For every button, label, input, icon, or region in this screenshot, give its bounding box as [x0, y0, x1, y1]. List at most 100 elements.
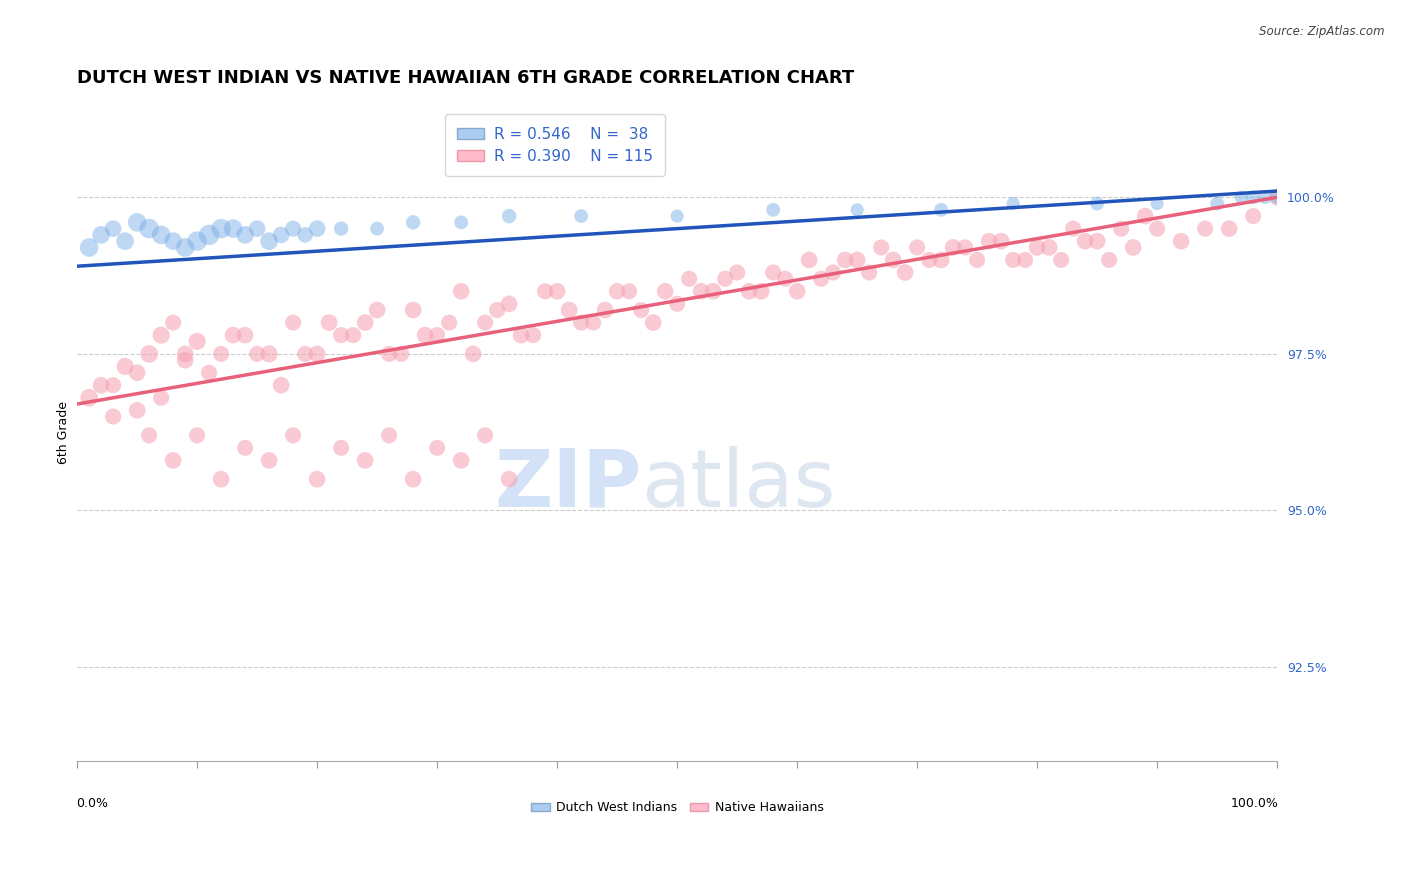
- Point: [498, 297, 520, 311]
- Point: [402, 215, 425, 229]
- Point: [966, 252, 988, 267]
- Point: [823, 265, 845, 279]
- Point: [534, 285, 557, 299]
- Point: [426, 328, 449, 343]
- Point: [150, 227, 173, 242]
- Point: [138, 221, 160, 235]
- Point: [498, 209, 520, 223]
- Point: [138, 347, 160, 361]
- Point: [942, 240, 965, 254]
- Point: [354, 453, 377, 467]
- Point: [101, 409, 124, 424]
- Point: [1002, 252, 1025, 267]
- Point: [150, 391, 173, 405]
- Point: [522, 328, 544, 343]
- Point: [307, 221, 329, 235]
- Point: [186, 234, 208, 248]
- Point: [209, 221, 232, 235]
- Point: [894, 265, 917, 279]
- Point: [486, 303, 509, 318]
- Point: [1026, 240, 1049, 254]
- Point: [450, 215, 472, 229]
- Point: [1218, 221, 1240, 235]
- Point: [1050, 252, 1073, 267]
- Point: [402, 472, 425, 486]
- Point: [1122, 240, 1144, 254]
- Point: [186, 428, 208, 442]
- Point: [257, 234, 280, 248]
- Point: [725, 265, 748, 279]
- Point: [186, 334, 208, 349]
- Point: [1133, 209, 1156, 223]
- Point: [101, 221, 124, 235]
- Y-axis label: 6th Grade: 6th Grade: [58, 401, 70, 464]
- Point: [510, 328, 533, 343]
- Point: [270, 227, 292, 242]
- Point: [77, 391, 100, 405]
- Point: [450, 285, 472, 299]
- Text: Source: ZipAtlas.com: Source: ZipAtlas.com: [1260, 25, 1385, 38]
- Point: [162, 316, 184, 330]
- Point: [209, 347, 232, 361]
- Point: [738, 285, 761, 299]
- Point: [378, 347, 401, 361]
- Text: atlas: atlas: [641, 446, 835, 524]
- Point: [281, 428, 304, 442]
- Point: [1230, 190, 1253, 204]
- Point: [569, 209, 592, 223]
- Text: ZIP: ZIP: [494, 446, 641, 524]
- Point: [330, 328, 353, 343]
- Point: [281, 316, 304, 330]
- Point: [749, 285, 772, 299]
- Point: [546, 285, 568, 299]
- Point: [1146, 221, 1168, 235]
- Point: [1014, 252, 1036, 267]
- Point: [198, 227, 221, 242]
- Point: [366, 221, 388, 235]
- Point: [882, 252, 904, 267]
- Point: [846, 202, 869, 217]
- Point: [1265, 190, 1288, 204]
- Point: [1098, 252, 1121, 267]
- Point: [127, 403, 149, 417]
- Point: [257, 347, 280, 361]
- Text: 0.0%: 0.0%: [76, 797, 108, 810]
- Point: [233, 328, 256, 343]
- Point: [174, 353, 197, 368]
- Point: [1254, 190, 1277, 204]
- Point: [1085, 234, 1108, 248]
- Point: [1170, 234, 1192, 248]
- Point: [1265, 190, 1288, 204]
- Point: [270, 378, 292, 392]
- Point: [330, 221, 353, 235]
- Point: [858, 265, 880, 279]
- Point: [1085, 196, 1108, 211]
- Point: [294, 227, 316, 242]
- Point: [463, 347, 485, 361]
- Point: [402, 303, 425, 318]
- Point: [246, 347, 269, 361]
- Point: [222, 221, 245, 235]
- Point: [643, 316, 665, 330]
- Point: [77, 240, 100, 254]
- Point: [870, 240, 893, 254]
- Point: [366, 303, 388, 318]
- Point: [690, 285, 713, 299]
- Point: [450, 453, 472, 467]
- Point: [773, 271, 796, 285]
- Point: [198, 366, 221, 380]
- Point: [90, 227, 112, 242]
- Point: [114, 234, 136, 248]
- Point: [413, 328, 436, 343]
- Point: [797, 252, 820, 267]
- Point: [1002, 196, 1025, 211]
- Point: [558, 303, 581, 318]
- Point: [979, 234, 1001, 248]
- Point: [174, 240, 197, 254]
- Point: [474, 428, 496, 442]
- Point: [630, 303, 652, 318]
- Point: [294, 347, 316, 361]
- Point: [606, 285, 628, 299]
- Point: [953, 240, 976, 254]
- Point: [222, 328, 245, 343]
